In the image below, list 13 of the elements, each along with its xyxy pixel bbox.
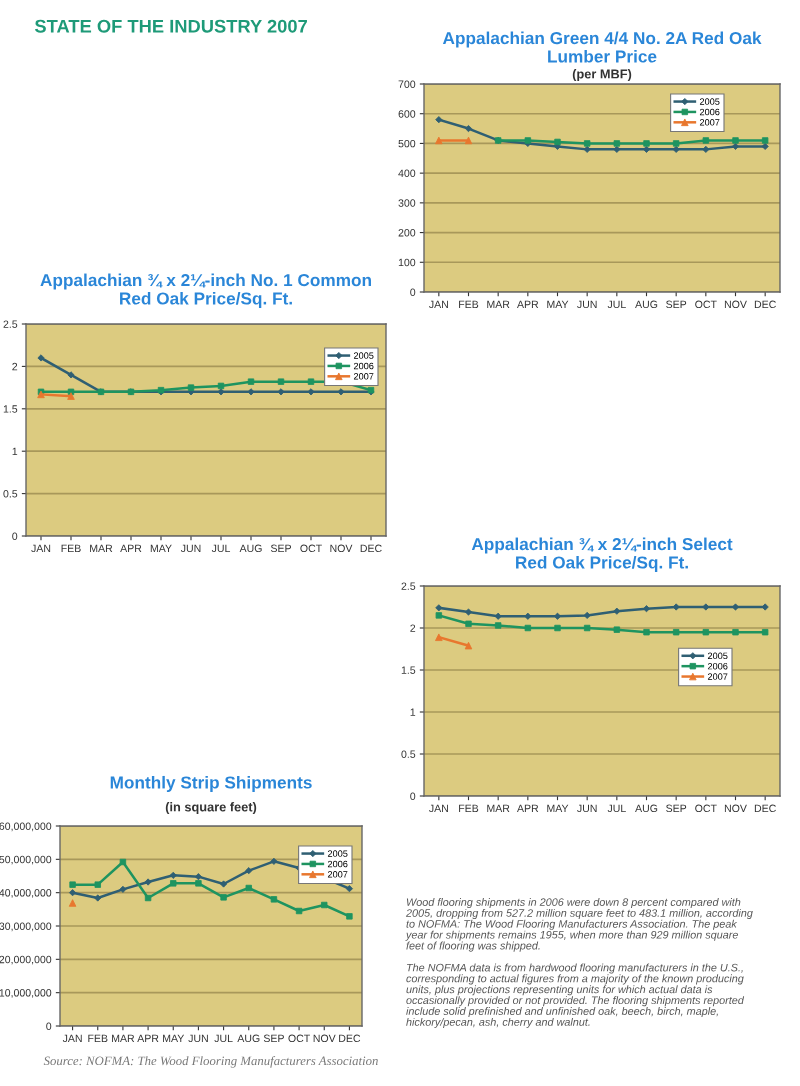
chart-title: Appalachian ¾ x 2¼-inch Select Red Oak Price/Sq. Ft. [471,537,733,572]
point [245,884,252,892]
text: STATE OF THE INDUSTRY 2007 [34,19,307,33]
point [761,629,769,636]
chart-title: Monthly Strip Shipments [110,775,312,792]
point [524,624,532,632]
chart-title: Appalachian ¾ x 2¼-inch No. 1 Common Red Oak Price/Sq. Ft. [40,273,371,308]
chart-title: Appalachian Green 4/4 No. 2A Red Oak Lumber Price [442,31,762,63]
line-series [435,116,769,153]
line-series [69,857,353,902]
point [217,382,225,390]
point [295,907,303,915]
point [583,624,591,632]
